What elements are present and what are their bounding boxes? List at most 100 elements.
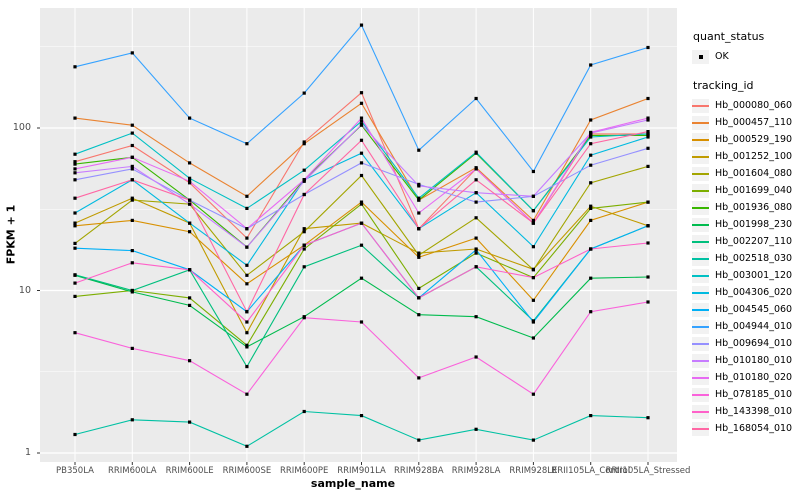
data-point bbox=[359, 161, 364, 165]
data-point bbox=[474, 251, 478, 255]
legend-item-Hb_010180_010: Hb_010180_010 bbox=[692, 352, 800, 369]
data-point bbox=[359, 276, 364, 280]
data-point bbox=[646, 116, 650, 120]
legend-key-box bbox=[692, 268, 709, 283]
data-point bbox=[359, 243, 364, 247]
data-point bbox=[245, 273, 249, 277]
legend-item-Hb_009694_010: Hb_009694_010 bbox=[692, 335, 800, 352]
legend-key-box bbox=[692, 370, 709, 385]
legend-item-Hb_168054_010: Hb_168054_010 bbox=[692, 420, 800, 437]
legend-item-label: Hb_001998_230 bbox=[715, 219, 793, 230]
data-point bbox=[302, 168, 306, 172]
data-point bbox=[531, 268, 535, 272]
data-point bbox=[359, 320, 364, 324]
data-point bbox=[130, 131, 134, 135]
data-point bbox=[646, 132, 650, 136]
data-point bbox=[417, 376, 421, 380]
legend-item-Hb_003001_120: Hb_003001_120 bbox=[692, 267, 800, 284]
legend-item-Hb_001252_100: Hb_001252_100 bbox=[692, 148, 800, 165]
data-point bbox=[73, 171, 77, 175]
x-axis-title: sample_name bbox=[310, 477, 396, 490]
data-point bbox=[245, 392, 249, 396]
data-point bbox=[73, 162, 77, 166]
data-point bbox=[646, 275, 650, 279]
data-point bbox=[188, 230, 192, 234]
legend-key-box bbox=[692, 285, 709, 300]
data-point bbox=[188, 179, 192, 183]
legend-key-box bbox=[692, 200, 709, 215]
data-point bbox=[73, 331, 77, 335]
y-tick-label: 10 bbox=[18, 284, 31, 296]
data-point bbox=[589, 218, 593, 222]
legend-key-box bbox=[692, 421, 709, 436]
data-point bbox=[589, 247, 593, 251]
data-point bbox=[130, 261, 134, 265]
data-point bbox=[646, 416, 650, 420]
legend-tracking-items: Hb_000080_060 Hb_000457_110 Hb_000529_190 H… bbox=[692, 97, 800, 437]
data-point bbox=[302, 142, 306, 146]
data-point bbox=[302, 227, 306, 231]
data-point bbox=[73, 65, 77, 69]
x-tick-label: RRIM928BA bbox=[394, 466, 444, 476]
legend-key-line-icon bbox=[692, 342, 709, 345]
data-point bbox=[73, 167, 77, 171]
legend-item-label: Hb_000080_060 bbox=[715, 100, 793, 111]
legend-key-box bbox=[692, 166, 709, 181]
data-point bbox=[73, 152, 77, 156]
data-point bbox=[589, 118, 593, 122]
x-tick-label: RRIM928LE bbox=[509, 466, 558, 476]
data-point bbox=[188, 221, 192, 225]
data-point bbox=[531, 336, 535, 340]
legend-key-box bbox=[692, 387, 709, 402]
data-point bbox=[417, 438, 421, 442]
data-point bbox=[245, 331, 249, 335]
legend-item-Hb_010180_020: Hb_010180_020 bbox=[692, 369, 800, 386]
data-point bbox=[531, 194, 535, 198]
data-point bbox=[302, 409, 306, 414]
data-point bbox=[130, 51, 134, 55]
data-point bbox=[130, 178, 134, 182]
legend: quant_status OK tracking_id Hb_000080_06… bbox=[692, 30, 800, 437]
legend-key-line-icon bbox=[692, 308, 709, 311]
data-point bbox=[73, 281, 77, 285]
data-point bbox=[474, 355, 478, 359]
data-point bbox=[474, 265, 478, 269]
data-point bbox=[245, 206, 249, 210]
data-point bbox=[359, 23, 364, 27]
legend-item-Hb_000080_060: Hb_000080_060 bbox=[692, 97, 800, 114]
legend-item-Hb_001699_040: Hb_001699_040 bbox=[692, 182, 800, 199]
data-point bbox=[531, 221, 535, 225]
data-point bbox=[73, 196, 77, 200]
data-point bbox=[474, 315, 478, 319]
data-point bbox=[188, 268, 192, 272]
data-point bbox=[245, 310, 249, 314]
data-point bbox=[302, 91, 306, 95]
legend-key-line-icon bbox=[692, 291, 709, 294]
legend-key-line-icon bbox=[692, 104, 709, 107]
legend-key-box bbox=[692, 251, 709, 266]
legend-item-label: Hb_004944_010 bbox=[715, 321, 793, 332]
x-tick-label: RRIM600PE bbox=[280, 466, 329, 476]
data-point bbox=[646, 135, 650, 139]
data-point bbox=[417, 251, 421, 255]
data-point bbox=[73, 224, 77, 228]
data-point bbox=[531, 320, 535, 324]
legend-item-quant-ok: OK bbox=[692, 48, 800, 65]
legend-item-label: Hb_001699_040 bbox=[715, 185, 793, 196]
data-point bbox=[646, 241, 650, 245]
data-point bbox=[359, 116, 364, 120]
legend-key-box bbox=[692, 404, 709, 419]
data-point bbox=[589, 414, 593, 418]
data-point bbox=[417, 227, 421, 231]
data-point bbox=[130, 198, 134, 202]
data-point bbox=[589, 181, 593, 185]
data-point bbox=[646, 200, 650, 204]
data-point bbox=[245, 365, 249, 369]
data-point bbox=[474, 200, 478, 204]
data-point bbox=[302, 192, 306, 197]
data-point bbox=[359, 414, 364, 418]
data-point bbox=[130, 249, 134, 253]
legend-item-Hb_001936_080: Hb_001936_080 bbox=[692, 199, 800, 216]
data-point bbox=[359, 123, 364, 127]
